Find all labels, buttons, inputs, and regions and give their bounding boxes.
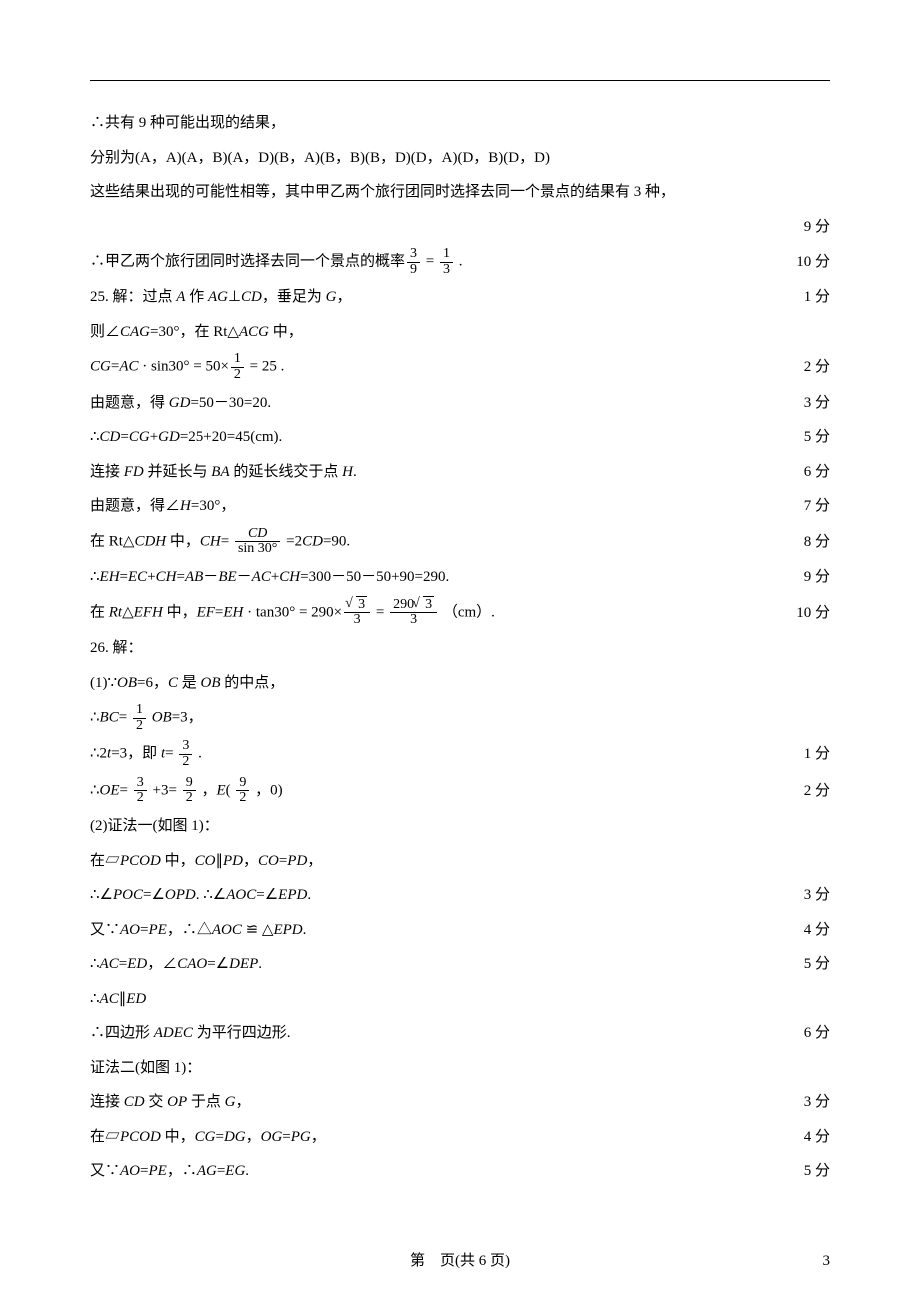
solution-line: 由题意，得∠H=30°，7 分 <box>90 492 830 521</box>
line-content: 在 Rt△CDH 中，CH= CDsin 30° =2CD=90. <box>90 527 770 557</box>
line-content: 这些结果出现的可能性相等，其中甲乙两个旅行团同时选择去同一个景点的结果有 3 种… <box>90 178 770 207</box>
solution-line: ∴甲乙两个旅行团同时选择去同一个景点的概率39 = 13 .10 分 <box>90 247 830 277</box>
line-content: 证法二(如图 1)： <box>90 1054 770 1083</box>
content-lines: ∴共有 9 种可能出现的结果， 分别为(A，A)(A，B)(A，D)(B，A)(B… <box>90 109 830 1186</box>
line-content: ∴EH=EC+CH=AB－BE－AC+CH=300－50－50+90=290. <box>90 563 770 592</box>
line-score: 8 分 <box>770 528 830 557</box>
solution-line: 在 Rt△CDH 中，CH= CDsin 30° =2CD=90.8 分 <box>90 527 830 557</box>
line-score: 1 分 <box>770 283 830 312</box>
line-content: 在▱PCOD 中，CG=DG，OG=PG， <box>90 1123 770 1152</box>
solution-line: 9 分 <box>90 213 830 242</box>
solution-line: 在▱PCOD 中，CG=DG，OG=PG，4 分 <box>90 1123 830 1152</box>
line-content: ∴共有 9 种可能出现的结果， <box>90 109 770 138</box>
solution-line: 分别为(A，A)(A，B)(A，D)(B，A)(B，B)(B，D)(D，A)(D… <box>90 144 830 173</box>
line-content: 由题意，得∠H=30°， <box>90 492 770 521</box>
line-content: ∴AC∥ED <box>90 985 770 1014</box>
solution-line: 则∠CAG=30°，在 Rt△ACG 中， <box>90 318 830 347</box>
solution-line: 在 Rt△EFH 中，EF=EH · tan30° = 290×33 = 290… <box>90 598 830 628</box>
line-content: ∴∠POC=∠OPD. ∴∠AOC=∠EPD. <box>90 881 770 910</box>
line-score: 7 分 <box>770 492 830 521</box>
line-score: 5 分 <box>770 950 830 979</box>
page-footer: 第 页(共 6 页) <box>0 1249 920 1270</box>
line-content: 在▱PCOD 中，CO∥PD，CO=PD， <box>90 847 770 876</box>
line-score: 5 分 <box>770 423 830 452</box>
line-score: 9 分 <box>770 213 830 242</box>
line-score: 4 分 <box>770 1123 830 1152</box>
line-content: ∴AC=ED，∠CAO=∠DEP. <box>90 950 770 979</box>
line-content: 又∵AO=PE，∴△AOC ≌ △EPD. <box>90 916 770 945</box>
line-content: 连接 FD 并延长与 BA 的延长线交于点 H. <box>90 458 770 487</box>
page-number: 3 <box>823 1253 831 1270</box>
line-content: 则∠CAG=30°，在 Rt△ACG 中， <box>90 318 770 347</box>
line-content: ∴OE= 32 +3= 92 ，E( 92 ，0) <box>90 776 770 806</box>
line-score: 6 分 <box>770 458 830 487</box>
solution-line: ∴共有 9 种可能出现的结果， <box>90 109 830 138</box>
solution-line: ∴四边形 ADEC 为平行四边形.6 分 <box>90 1019 830 1048</box>
line-score: 2 分 <box>770 353 830 382</box>
line-content: 25. 解：过点 A 作 AG⊥CD，垂足为 G， <box>90 283 770 312</box>
top-rule <box>90 80 830 81</box>
page-body: ∴共有 9 种可能出现的结果， 分别为(A，A)(A，B)(A，D)(B，A)(B… <box>0 0 920 1232</box>
line-score: 3 分 <box>770 389 830 418</box>
line-content: (1)∵OB=6，C 是 OB 的中点， <box>90 669 770 698</box>
solution-line: ∴EH=EC+CH=AB－BE－AC+CH=300－50－50+90=290.9… <box>90 563 830 592</box>
line-score: 4 分 <box>770 916 830 945</box>
line-score: 2 分 <box>770 777 830 806</box>
solution-line: 26. 解： <box>90 634 830 663</box>
line-score: 3 分 <box>770 881 830 910</box>
solution-line: 证法二(如图 1)： <box>90 1054 830 1083</box>
line-content: 26. 解： <box>90 634 770 663</box>
solution-line: 连接 FD 并延长与 BA 的延长线交于点 H.6 分 <box>90 458 830 487</box>
line-content: 在 Rt△EFH 中，EF=EH · tan30° = 290×33 = 290… <box>90 598 770 628</box>
solution-line: ∴OE= 32 +3= 92 ，E( 92 ，0)2 分 <box>90 776 830 806</box>
line-score: 5 分 <box>770 1157 830 1186</box>
line-content: 又∵AO=PE，∴AG=EG. <box>90 1157 770 1186</box>
solution-line: ∴BC= 12 OB=3， <box>90 703 830 733</box>
solution-line: 25. 解：过点 A 作 AG⊥CD，垂足为 G，1 分 <box>90 283 830 312</box>
line-content: (2)证法一(如图 1)： <box>90 812 770 841</box>
solution-line: 这些结果出现的可能性相等，其中甲乙两个旅行团同时选择去同一个景点的结果有 3 种… <box>90 178 830 207</box>
line-content: ∴CD=CG+GD=25+20=45(cm). <box>90 423 770 452</box>
solution-line: ∴∠POC=∠OPD. ∴∠AOC=∠EPD.3 分 <box>90 881 830 910</box>
line-content: ∴BC= 12 OB=3， <box>90 703 770 733</box>
solution-line: 连接 CD 交 OP 于点 G，3 分 <box>90 1088 830 1117</box>
line-score: 6 分 <box>770 1019 830 1048</box>
line-content: CG=AC · sin30° = 50×12 = 25 . <box>90 352 770 382</box>
line-score: 1 分 <box>770 740 830 769</box>
footer-center: 第 页(共 6 页) <box>410 1253 510 1269</box>
line-score: 10 分 <box>770 248 830 277</box>
solution-line: ∴CD=CG+GD=25+20=45(cm).5 分 <box>90 423 830 452</box>
solution-line: 在▱PCOD 中，CO∥PD，CO=PD， <box>90 847 830 876</box>
line-content: ∴2t=3，即 t= 32 . <box>90 739 770 769</box>
solution-line: ∴AC∥ED <box>90 985 830 1014</box>
solution-line: (1)∵OB=6，C 是 OB 的中点， <box>90 669 830 698</box>
line-content: 由题意，得 GD=50－30=20. <box>90 389 770 418</box>
line-score: 3 分 <box>770 1088 830 1117</box>
line-content: 连接 CD 交 OP 于点 G， <box>90 1088 770 1117</box>
solution-line: 由题意，得 GD=50－30=20.3 分 <box>90 389 830 418</box>
solution-line: 又∵AO=PE，∴△AOC ≌ △EPD.4 分 <box>90 916 830 945</box>
solution-line: ∴2t=3，即 t= 32 .1 分 <box>90 739 830 769</box>
solution-line: (2)证法一(如图 1)： <box>90 812 830 841</box>
solution-line: CG=AC · sin30° = 50×12 = 25 .2 分 <box>90 352 830 382</box>
line-content: ∴甲乙两个旅行团同时选择去同一个景点的概率39 = 13 . <box>90 247 770 277</box>
line-content: ∴四边形 ADEC 为平行四边形. <box>90 1019 770 1048</box>
line-score: 9 分 <box>770 563 830 592</box>
solution-line: 又∵AO=PE，∴AG=EG.5 分 <box>90 1157 830 1186</box>
line-score: 10 分 <box>770 599 830 628</box>
solution-line: ∴AC=ED，∠CAO=∠DEP.5 分 <box>90 950 830 979</box>
line-content: 分别为(A，A)(A，B)(A，D)(B，A)(B，B)(B，D)(D，A)(D… <box>90 144 770 173</box>
